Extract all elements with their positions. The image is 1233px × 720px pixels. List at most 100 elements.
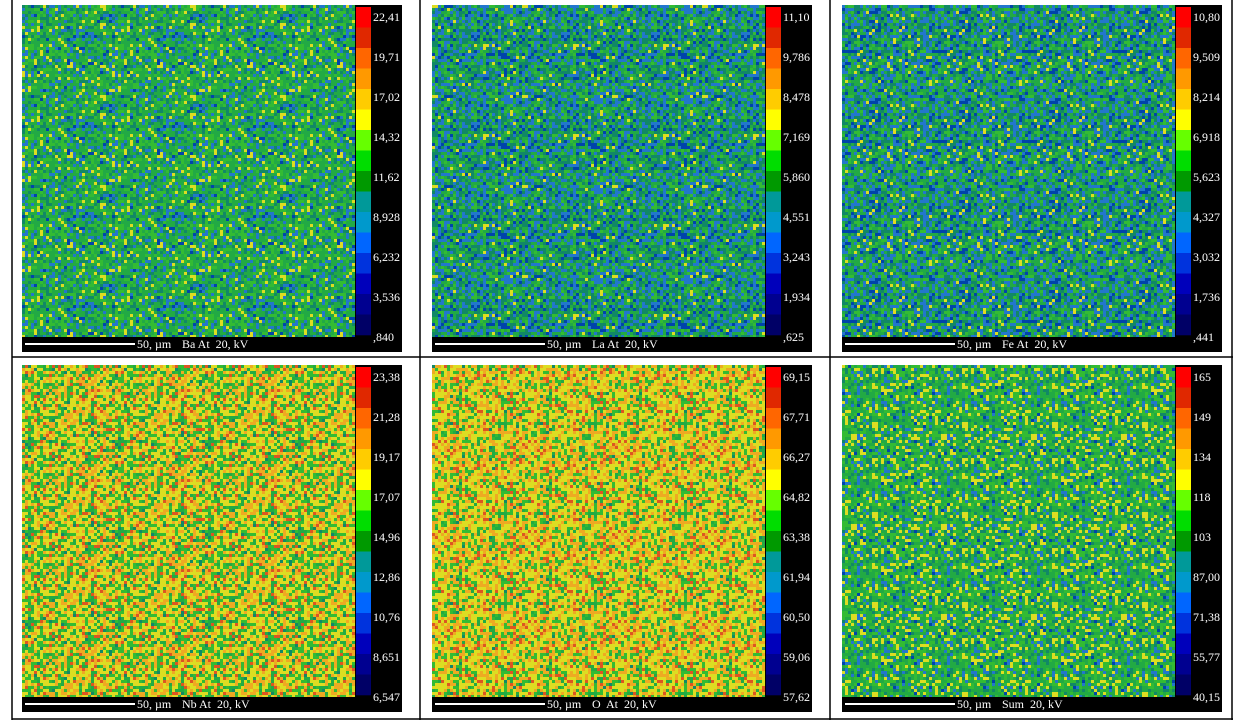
colorbar-label: 6,232	[373, 250, 400, 264]
colorbar-segment	[1176, 408, 1191, 429]
colorbar-segment	[766, 654, 781, 675]
colorbar-segment	[766, 633, 781, 655]
colorbar-segment	[356, 387, 371, 409]
colorbar-segment	[356, 109, 371, 131]
scale-text: 50, µm	[547, 697, 582, 711]
colorbar-segment	[1176, 490, 1191, 511]
colorbar-segment	[766, 592, 781, 614]
colorbar-segment	[766, 27, 781, 49]
map-panel: 11,10 9,786 8,478 7,169 5,860 4,551 3,243 1,934…	[432, 5, 812, 352]
colorbar-segment	[1176, 109, 1191, 131]
colorbar-segment	[766, 314, 781, 336]
colorbar-label: 149	[1193, 410, 1211, 424]
colorbar-segment	[766, 7, 781, 28]
colorbar-label: 55,77	[1193, 650, 1220, 664]
colorbar-segment	[356, 449, 371, 470]
element-map	[432, 5, 765, 337]
colorbar-label: 8,651	[373, 650, 400, 664]
colorbar-segment	[356, 294, 371, 315]
caption-bar	[432, 337, 765, 352]
colorbar-segment	[766, 449, 781, 470]
colorbar-segment	[766, 109, 781, 131]
colorbar-label: 9,786	[783, 50, 810, 64]
colorbar-segment	[766, 212, 781, 233]
colorbar-segment	[1176, 572, 1191, 593]
colorbar-segment	[1176, 273, 1191, 295]
colorbar-segment	[356, 89, 371, 110]
colorbar-label: 10,76	[373, 610, 400, 624]
caption-bar	[842, 337, 1175, 352]
colorbar-segment	[1176, 89, 1191, 110]
colorbar-label: 4,327	[1193, 210, 1220, 224]
colorbar-segment	[356, 212, 371, 233]
scale-text: 50, µm	[547, 337, 582, 351]
colorbar-label: 103	[1193, 530, 1211, 544]
colorbar-label: 63,38	[783, 530, 810, 544]
colorbar-label: 21,28	[373, 410, 400, 424]
caption-bar	[22, 697, 355, 712]
colorbar-label: 4,551	[783, 210, 810, 224]
colorbar-segment	[356, 253, 371, 274]
colorbar-segment	[356, 367, 371, 388]
colorbar-segment	[766, 510, 781, 532]
colorbar-segment	[1176, 253, 1191, 274]
colorbar-label: 8,478	[783, 90, 810, 104]
colorbar-label: 23,38	[373, 370, 400, 384]
colorbar-label: 3,243	[783, 250, 810, 264]
colorbar-label: 118	[1193, 490, 1211, 504]
colorbar-segment	[1176, 130, 1191, 151]
colorbar-segment	[766, 48, 781, 69]
colorbar-segment	[356, 531, 371, 552]
colorbar-label: 71,38	[1193, 610, 1220, 624]
colorbar-segment	[356, 633, 371, 655]
colorbar-segment	[766, 232, 781, 254]
colorbar-label: 6,918	[1193, 130, 1220, 144]
colorbar-label: 61,94	[783, 570, 810, 584]
colorbar-segment	[1176, 7, 1191, 28]
colorbar-label: ,840	[373, 330, 394, 344]
colorbar-segment	[766, 408, 781, 429]
colorbar-label: 9,509	[1193, 50, 1220, 64]
element-map	[22, 365, 355, 697]
colorbar-segment	[356, 408, 371, 429]
element-map	[22, 5, 355, 337]
colorbar-label: 6,547	[373, 690, 400, 704]
colorbar-label: 5,623	[1193, 170, 1220, 184]
colorbar-label: 57,62	[783, 690, 810, 704]
colorbar-label: 134	[1193, 450, 1211, 464]
map-label: Nb At 20, kV	[182, 697, 250, 711]
colorbar-segment	[356, 551, 371, 573]
colorbar-segment	[766, 130, 781, 151]
colorbar-segment	[1176, 212, 1191, 233]
colorbar-label: 64,82	[783, 490, 810, 504]
colorbar-label: ,441	[1193, 330, 1214, 344]
colorbar-segment	[1176, 387, 1191, 409]
colorbar-label: 3,032	[1193, 250, 1220, 264]
colorbar-segment	[766, 469, 781, 491]
colorbar-segment	[766, 674, 781, 696]
colorbar-segment	[1176, 654, 1191, 675]
colorbar-label: 40,15	[1193, 690, 1220, 704]
colorbar-label: 87,00	[1193, 570, 1220, 584]
colorbar-segment	[356, 490, 371, 511]
colorbar-label: 8,928	[373, 210, 400, 224]
colorbar-segment	[766, 572, 781, 593]
colorbar-label: 17,02	[373, 90, 400, 104]
colorbar-label: 8,214	[1193, 90, 1220, 104]
colorbar-label: 66,27	[783, 450, 810, 464]
colorbar-segment	[356, 654, 371, 675]
colorbar-segment	[1176, 171, 1191, 192]
colorbar-segment	[766, 294, 781, 315]
colorbar-label: 11,10	[783, 10, 810, 24]
caption-bar	[842, 697, 1175, 712]
map-panel: 23,38 21,28 19,17 17,07 14,96 12,86 10,76 8,651…	[22, 365, 402, 712]
colorbar-segment	[766, 551, 781, 573]
colorbar-segment	[356, 150, 371, 172]
colorbar-segment	[766, 387, 781, 409]
map-panel: 165 149 134 118 103 87,00 71,38 55,77 40,15 50, µ…	[842, 365, 1222, 712]
colorbar-segment	[356, 572, 371, 593]
colorbar-label: 19,71	[373, 50, 400, 64]
colorbar-segment	[356, 510, 371, 532]
colorbar-segment	[1176, 68, 1191, 90]
scale-text: 50, µm	[137, 337, 172, 351]
